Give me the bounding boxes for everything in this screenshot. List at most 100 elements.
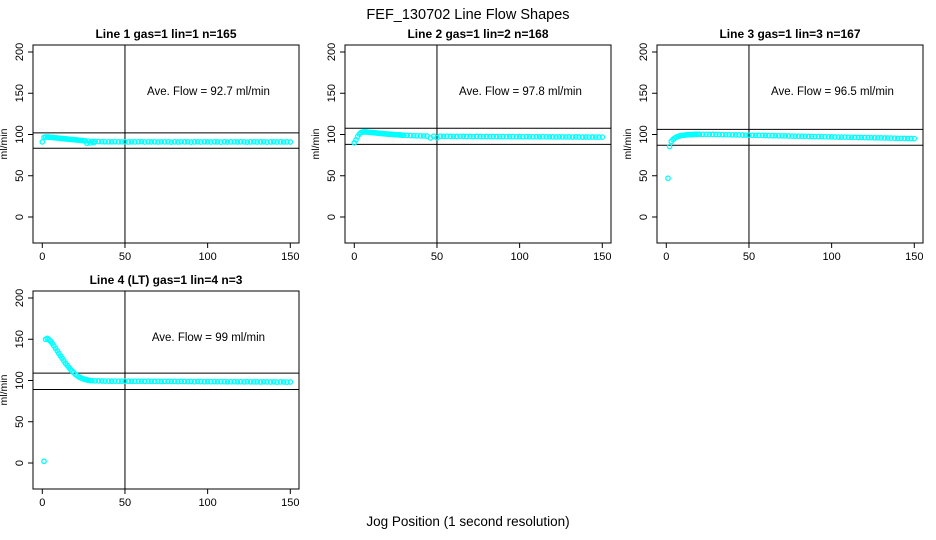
data-point: [188, 378, 194, 385]
data-point: [878, 135, 885, 141]
data-point: [596, 134, 602, 140]
data-point: [582, 134, 589, 140]
data-point: [713, 131, 719, 138]
data-point: [115, 378, 122, 385]
y-axis-label: ml/min: [310, 128, 322, 159]
data-point: [792, 133, 799, 140]
x-tick-label: 100: [822, 251, 840, 263]
data-point: [231, 138, 237, 145]
data-point: [145, 378, 151, 385]
x-tick-label: 150: [281, 497, 299, 509]
data-point: [453, 133, 460, 140]
data-point: [218, 139, 224, 145]
data-point: [221, 378, 228, 385]
data-point: [523, 133, 530, 140]
data-point: [709, 131, 716, 138]
data-point: [264, 379, 270, 385]
panel-title: Line 3 gas=1 lin=3 n=167: [719, 27, 860, 41]
data-point: [891, 135, 898, 142]
data-point: [487, 133, 493, 140]
data-point: [865, 134, 871, 141]
y-tick-label: 200: [14, 289, 26, 307]
x-tick-label: 50: [743, 251, 755, 263]
y-tick-label: 100: [326, 125, 338, 143]
data-point: [171, 138, 178, 145]
data-point: [536, 134, 543, 140]
data-point: [112, 378, 118, 384]
data-point: [214, 139, 221, 145]
data-point: [161, 378, 168, 385]
data-point: [884, 135, 891, 141]
data-point: [589, 134, 596, 140]
plot-box: [32, 44, 300, 244]
data-point: [115, 139, 122, 145]
data-point: [260, 378, 267, 385]
y-tick-label: 200: [638, 43, 650, 61]
data-point: [407, 132, 414, 139]
y-tick-label: 100: [14, 125, 26, 143]
data-point: [868, 134, 875, 141]
data-point: [135, 378, 142, 385]
data-point: [165, 378, 171, 385]
data-point: [838, 134, 845, 140]
data-point: [105, 138, 112, 145]
data-point: [696, 131, 703, 138]
data-point: [546, 134, 553, 140]
data-point: [848, 134, 855, 141]
data-point: [274, 139, 280, 145]
data-point: [729, 131, 736, 138]
data-point: [224, 378, 231, 385]
y-tick-label: 0: [14, 214, 26, 220]
data-point: [901, 135, 908, 142]
data-point: [191, 139, 198, 145]
data-point: [506, 133, 513, 140]
data-point: [746, 132, 752, 139]
data-point: [779, 132, 785, 139]
x-tick-label: 100: [198, 251, 216, 263]
data-point: [410, 132, 417, 139]
data-point: [480, 133, 487, 140]
data-point: [543, 133, 549, 140]
data-point: [401, 132, 407, 139]
data-point: [579, 134, 586, 140]
data-point: [875, 135, 881, 141]
data-point: [539, 133, 546, 140]
data-point: [414, 132, 420, 139]
data-point: [108, 378, 115, 385]
data-point: [808, 133, 815, 140]
data-point: [194, 138, 201, 145]
x-tick-label: 50: [431, 251, 443, 263]
data-point: [533, 133, 540, 140]
data-point: [138, 138, 145, 145]
y-tick-label: 150: [14, 330, 26, 348]
data-point: [198, 378, 204, 385]
data-point: [277, 379, 284, 385]
data-point: [39, 139, 46, 145]
data-point: [703, 131, 709, 138]
plot-box: [32, 290, 300, 490]
data-point: [749, 132, 756, 139]
data-point: [135, 138, 142, 145]
data-point: [168, 378, 175, 385]
data-point: [666, 143, 673, 150]
data-point: [125, 139, 132, 145]
data-point: [742, 132, 749, 138]
data-point: [184, 138, 191, 145]
data-point: [520, 133, 526, 140]
x-tick-label: 50: [119, 251, 131, 263]
x-tick-label: 150: [593, 251, 611, 263]
average-flow-annotation: Ave. Flow = 99 ml/min: [152, 332, 265, 344]
y-tick-label: 50: [14, 416, 26, 428]
y-tick-label: 0: [14, 460, 26, 466]
data-point: [460, 133, 467, 140]
data-point: [92, 138, 99, 145]
data-point: [270, 379, 277, 385]
data-point: [198, 139, 204, 145]
data-point: [284, 139, 290, 145]
y-tick-label: 150: [326, 84, 338, 102]
y-tick-label: 200: [14, 43, 26, 61]
data-point: [227, 378, 234, 385]
data-point: [719, 131, 726, 138]
data-point: [706, 131, 713, 138]
x-tick-label: 100: [510, 251, 528, 263]
